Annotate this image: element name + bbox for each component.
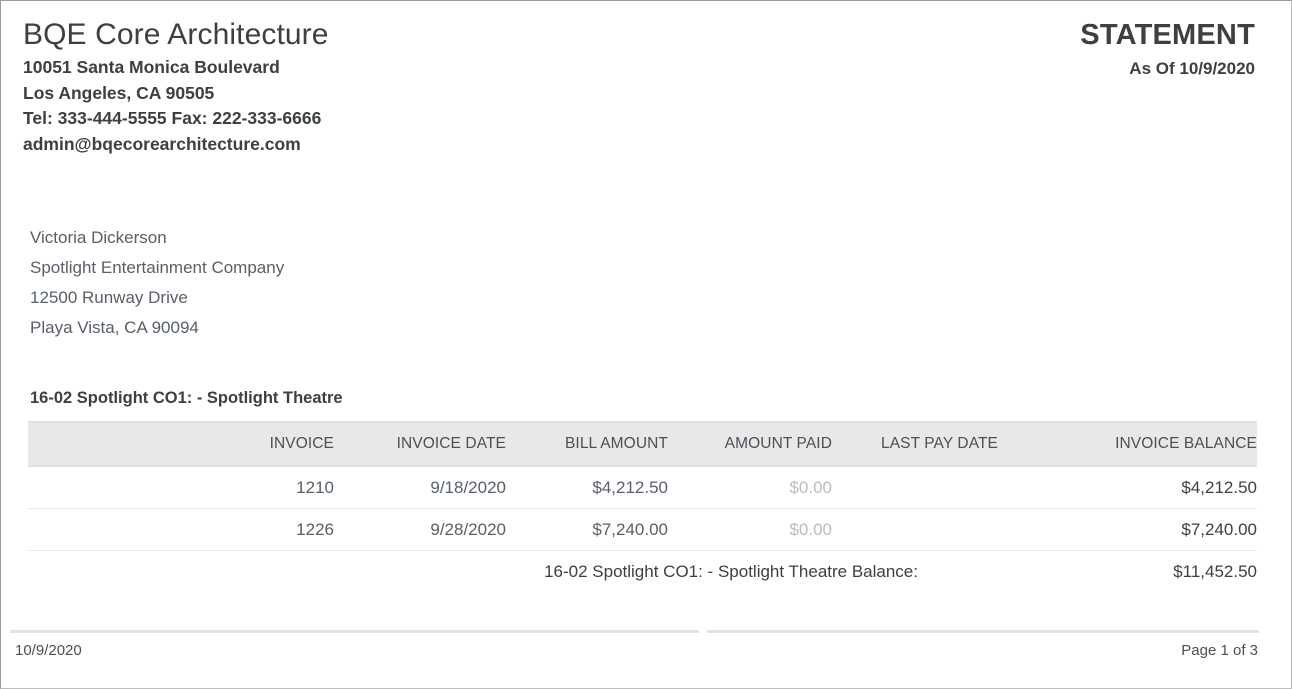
company-address-city: Los Angeles, CA 90505	[23, 82, 215, 103]
invoice-table-header: INVOICE INVOICE DATE BILL AMOUNT AMOUNT …	[28, 421, 1257, 467]
column-header-last-pay-date: LAST PAY DATE	[832, 421, 998, 467]
project-balance-label: 16-02 Spotlight CO1: - Spotlight Theatre…	[544, 561, 918, 581]
company-address-street: 10051 Santa Monica Boulevard	[23, 57, 280, 77]
invoice-table-footer: 16-02 Spotlight CO1: - Spotlight Theatre…	[28, 551, 1257, 593]
company-phone-fax: Tel: 333-444-5555 Fax: 222-333-6666	[23, 108, 322, 128]
column-header-invoice: INVOICE	[206, 421, 334, 467]
cell-invoice-number: 1210	[206, 466, 334, 509]
cell-amount-paid: $0.00	[668, 466, 832, 509]
cell-bill-amount: $7,240.00	[506, 508, 668, 551]
invoice-table-body: 1210 9/18/2020 $4,212.50 $0.00 $4,212.50…	[28, 466, 1257, 551]
column-header-bill-amount: BILL AMOUNT	[506, 421, 668, 467]
company-info-block: BQE Core Architecture 10051 Santa Monica…	[23, 15, 329, 157]
table-header-row: INVOICE INVOICE DATE BILL AMOUNT AMOUNT …	[28, 421, 1257, 467]
invoice-table-container: INVOICE INVOICE DATE BILL AMOUNT AMOUNT …	[28, 421, 1257, 592]
footer-divider-right-segment	[707, 630, 1259, 633]
column-header-invoice-balance: INVOICE BALANCE	[998, 421, 1257, 467]
statement-as-of-date: As Of 10/9/2020	[1129, 59, 1255, 78]
cell-invoice-number: 1226	[206, 508, 334, 551]
company-name: BQE Core Architecture	[23, 18, 329, 51]
cell-invoice-date: 9/18/2020	[334, 466, 506, 509]
cell-last-pay-date	[832, 508, 998, 551]
project-title: 16-02 Spotlight CO1: - Spotlight Theatre	[30, 389, 343, 407]
document-header: BQE Core Architecture 10051 Santa Monica…	[1, 1, 1291, 181]
document-footer: 10/9/2020 Page 1 of 3	[10, 630, 1282, 688]
project-balance-value: $11,452.50	[1173, 561, 1257, 581]
client-contact-name: Victoria Dickerson	[30, 228, 167, 247]
column-header-invoice-date: INVOICE DATE	[334, 421, 506, 467]
statement-title-block: STATEMENT As Of 10/9/2020	[1080, 17, 1255, 81]
company-email: admin@bqecorearchitecture.com	[23, 133, 301, 154]
client-address-city: Playa Vista, CA 90094	[30, 318, 199, 337]
bill-to-block: Victoria Dickerson Spotlight Entertainme…	[30, 223, 284, 343]
column-header-amount-paid: AMOUNT PAID	[668, 421, 832, 467]
footer-divider-left-segment	[10, 630, 699, 633]
cell-invoice-balance: $7,240.00	[998, 508, 1257, 551]
client-address-street: 12500 Runway Drive	[30, 288, 188, 307]
table-row[interactable]: 1226 9/28/2020 $7,240.00 $0.00 $7,240.00	[28, 508, 1257, 551]
column-header-spacer	[28, 421, 206, 467]
invoice-table: INVOICE INVOICE DATE BILL AMOUNT AMOUNT …	[28, 421, 1257, 592]
cell-invoice-balance: $4,212.50	[998, 466, 1257, 509]
statement-title: STATEMENT	[1080, 19, 1255, 51]
footer-print-date: 10/9/2020	[15, 642, 82, 659]
footer-page-number: Page 1 of 3	[1181, 642, 1258, 659]
cell-bill-amount: $4,212.50	[506, 466, 668, 509]
row-spacer-cell	[28, 466, 206, 509]
cell-amount-paid: $0.00	[668, 508, 832, 551]
client-company-name: Spotlight Entertainment Company	[30, 258, 285, 277]
cell-last-pay-date	[832, 466, 998, 509]
cell-invoice-date: 9/28/2020	[334, 508, 506, 551]
project-balance-row: 16-02 Spotlight CO1: - Spotlight Theatre…	[28, 551, 1257, 593]
row-spacer-cell	[28, 508, 206, 551]
footer-divider	[10, 630, 1282, 633]
table-row[interactable]: 1210 9/18/2020 $4,212.50 $0.00 $4,212.50	[28, 466, 1257, 509]
